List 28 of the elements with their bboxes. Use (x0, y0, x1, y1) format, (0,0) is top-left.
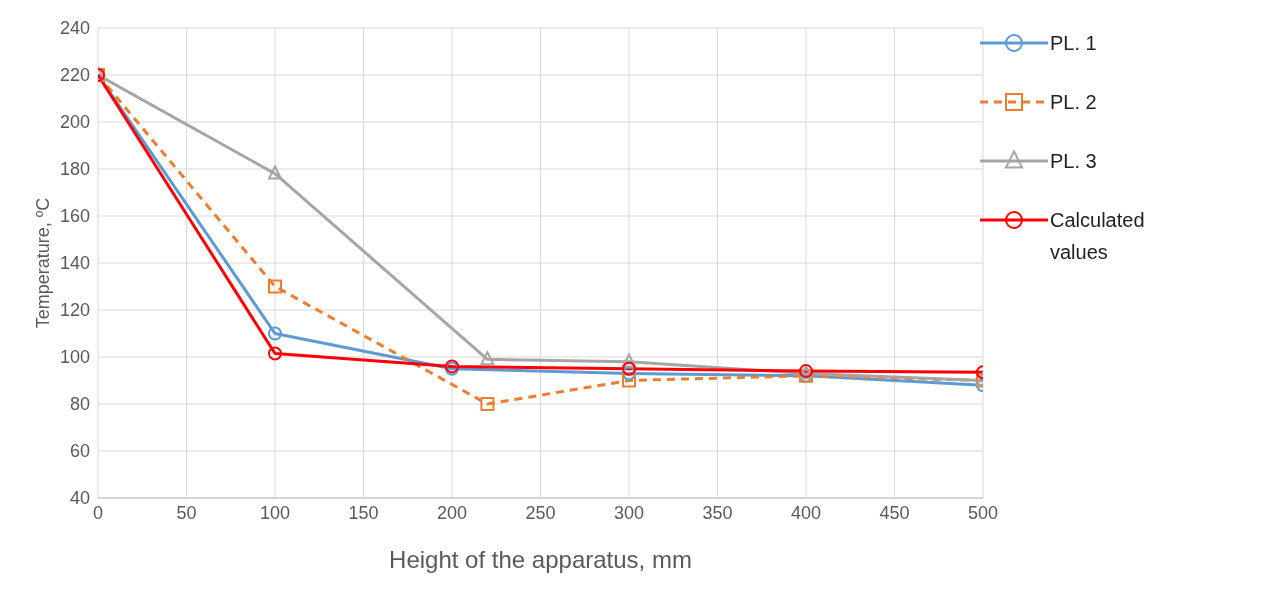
legend-label: PL. 3 (1050, 149, 1098, 174)
x-tick-label: 100 (259, 502, 291, 523)
x-tick-label: 150 (348, 502, 379, 523)
y-tick-label: 180 (59, 159, 90, 180)
x-tick-label: 200 (436, 502, 468, 523)
legend-label: PL. 1 (1050, 31, 1098, 56)
x-tick-label: 500 (967, 502, 999, 523)
x-tick-label: 300 (613, 502, 645, 523)
x-tick-label: 0 (92, 502, 104, 523)
y-tick-label: 140 (59, 253, 90, 274)
legend-label: Calculated values (1050, 208, 1146, 265)
y-tick-label: 40 (69, 488, 90, 509)
y-tick-label: 220 (59, 65, 90, 86)
y-axis-title: Temperature, ºC (33, 197, 54, 329)
x-tick-label: 350 (702, 502, 733, 523)
y-tick-label: 240 (59, 18, 90, 39)
y-tick-label: 80 (69, 394, 90, 415)
y-tick-label: 60 (69, 441, 90, 462)
legend-label: PL. 2 (1050, 90, 1098, 115)
y-tick-label: 120 (59, 300, 90, 321)
x-tick-label: 50 (176, 502, 197, 523)
y-tick-label: 160 (59, 206, 90, 227)
x-tick-label: 250 (525, 502, 556, 523)
y-tick-label: 200 (59, 112, 90, 133)
x-tick-label: 400 (790, 502, 822, 523)
x-tick-label: 450 (879, 502, 910, 523)
x-axis-title: Height of the apparatus, mm (389, 546, 692, 573)
y-tick-label: 100 (59, 347, 90, 368)
